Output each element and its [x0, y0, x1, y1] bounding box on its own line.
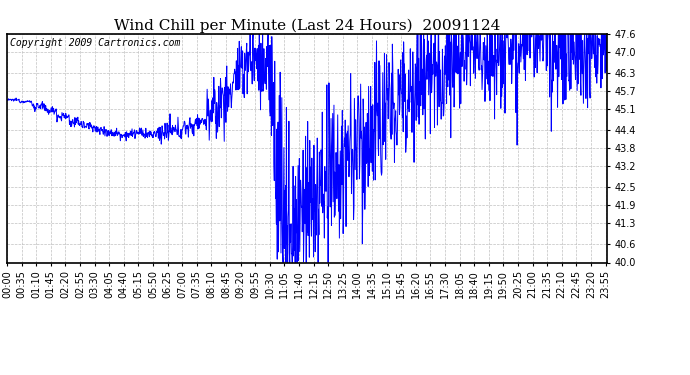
Text: Copyright 2009 Cartronics.com: Copyright 2009 Cartronics.com	[10, 38, 180, 48]
Title: Wind Chill per Minute (Last 24 Hours)  20091124: Wind Chill per Minute (Last 24 Hours) 20…	[114, 18, 500, 33]
